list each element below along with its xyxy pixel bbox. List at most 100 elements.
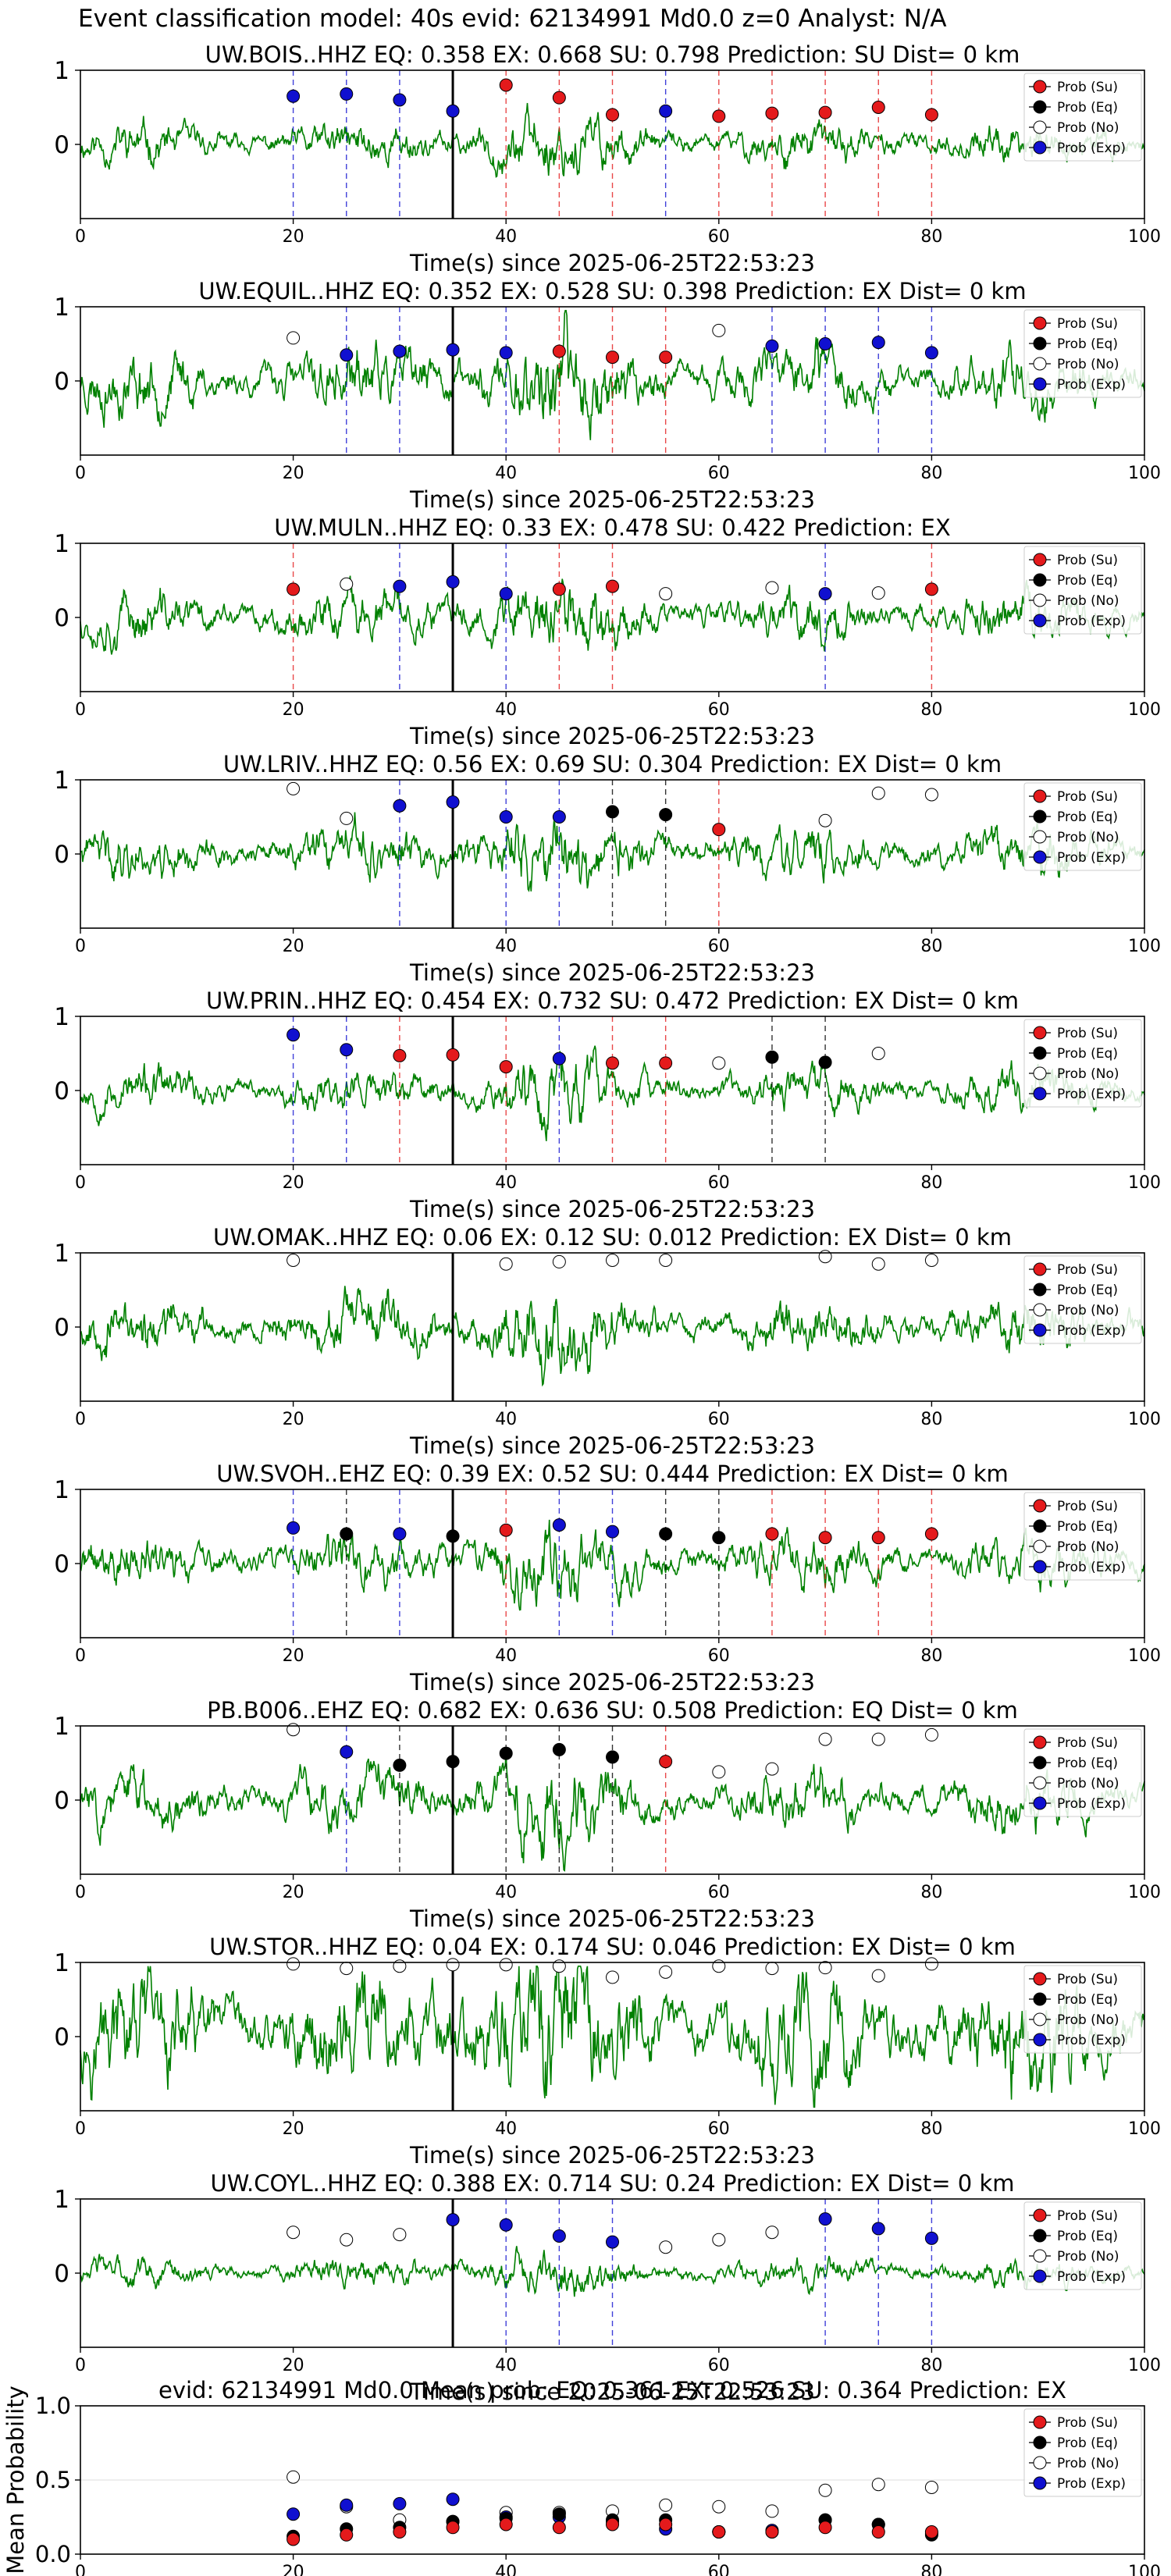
prob-marker-0-80 (924, 108, 938, 122)
prob-marker-6-60 (712, 1531, 726, 1545)
y-tick-label-4-0: 0 (54, 1077, 69, 1105)
x-tick-label-4-0: 0 (75, 1173, 86, 1193)
prob-marker-7-50 (606, 1750, 619, 1764)
mean-point-no-65 (765, 2504, 779, 2518)
mean-point-su-65 (765, 2525, 779, 2539)
x-axis-label-3: Time(s) since 2025-06-25T22:53:23 (409, 959, 815, 986)
prob-marker-3-60 (712, 823, 726, 837)
prob-marker-7-70 (818, 1732, 832, 1746)
prob-marker-0-70 (818, 105, 832, 119)
waveform-trace-5 (80, 1286, 1145, 1387)
legend-label-3-3: Prob (Exp) (1057, 850, 1126, 866)
prob-marker-2-65 (765, 581, 779, 595)
prob-marker-5-75 (871, 1257, 885, 1271)
prob-marker-9-60 (712, 2233, 726, 2247)
prob-marker-6-35 (446, 1529, 460, 1543)
prob-marker-3-35 (446, 795, 460, 809)
legend-marker-1-1 (1033, 336, 1047, 350)
y-tick-label-2-1: 1 (54, 530, 69, 558)
x-tick-label-8-100: 100 (1128, 2119, 1161, 2139)
prob-marker-3-75 (871, 786, 885, 800)
prob-marker-4-40 (499, 1060, 513, 1074)
legend-marker-9-1 (1033, 2229, 1047, 2243)
x-tick-label-3-80: 80 (920, 937, 942, 956)
panel-title-4: UW.PRIN..HHZ EQ: 0.454 EX: 0.732 SU: 0.4… (206, 987, 1019, 1014)
legend-marker-3-0 (1033, 789, 1047, 803)
x-tick-label-6-0: 0 (75, 1646, 86, 1666)
x-tick-label-4-60: 60 (708, 1173, 730, 1193)
prob-marker-8-60 (712, 1959, 726, 1973)
mean-point-no-60 (712, 2500, 726, 2514)
mean-point-su-80 (924, 2525, 938, 2539)
prob-marker-9-65 (765, 2226, 779, 2240)
prob-marker-7-60 (712, 1765, 726, 1779)
x-tick-label-8-80: 80 (920, 2119, 942, 2139)
x-tick-label-5-100: 100 (1128, 1410, 1161, 1429)
legend-label-6-2: Prob (No) (1057, 1539, 1119, 1555)
prob-marker-8-65 (765, 1962, 779, 1976)
prob-marker-8-50 (606, 1970, 619, 1984)
panel-title-1: UW.EQUIL..HHZ EQ: 0.352 EX: 0.528 SU: 0.… (198, 278, 1026, 304)
prob-marker-0-75 (871, 101, 885, 114)
station-panel-2: UW.MULN..HHZ EQ: 0.33 EX: 0.478 SU: 0.42… (54, 514, 1161, 749)
station-panel-6: UW.SVOH..EHZ EQ: 0.39 EX: 0.52 SU: 0.444… (54, 1461, 1161, 1695)
x-tick-label-3-100: 100 (1128, 937, 1161, 956)
legend-box-7 (1023, 1728, 1142, 1817)
x-tick-label-9-80: 80 (920, 2356, 942, 2375)
legend-marker-8-0 (1033, 1972, 1047, 1986)
legend-marker-1-3 (1033, 377, 1047, 391)
prob-marker-1-25 (340, 348, 354, 362)
legend-marker-mean-3 (1033, 2476, 1047, 2490)
prob-marker-4-55 (659, 1056, 673, 1070)
legend-label-5-3: Prob (Exp) (1057, 1323, 1126, 1339)
x-tick-label-3-0: 0 (75, 937, 86, 956)
x-tick-label-mean-0: 0 (75, 2563, 86, 2576)
x-tick-label-9-100: 100 (1128, 2356, 1161, 2375)
y-tick-label-6-0: 0 (54, 1550, 69, 1578)
legend-label-8-3: Prob (Exp) (1057, 2033, 1126, 2048)
prob-marker-5-55 (659, 1254, 673, 1267)
x-tick-label-3-60: 60 (708, 937, 730, 956)
prob-marker-5-40 (499, 1257, 513, 1271)
legend-marker-mean-0 (1033, 2415, 1047, 2429)
legend-label-7-3: Prob (Exp) (1057, 1796, 1126, 1812)
x-axis-label-5: Time(s) since 2025-06-25T22:53:23 (409, 1432, 815, 1459)
prob-marker-7-75 (871, 1732, 885, 1746)
mean-point-no-80 (924, 2481, 938, 2494)
legend-box-8 (1023, 1965, 1142, 2054)
prob-marker-6-75 (871, 1531, 885, 1545)
x-tick-label-4-20: 20 (283, 1173, 304, 1193)
legend-marker-6-2 (1033, 1539, 1047, 1553)
mean-point-exp-25 (340, 2498, 354, 2512)
station-panel-4: UW.PRIN..HHZ EQ: 0.454 EX: 0.732 SU: 0.4… (54, 987, 1161, 1222)
x-tick-label-5-60: 60 (708, 1410, 730, 1429)
x-tick-label-1-80: 80 (920, 464, 942, 483)
x-tick-label-2-40: 40 (495, 700, 517, 720)
x-tick-label-7-40: 40 (495, 1883, 517, 1902)
prob-marker-8-45 (552, 1959, 566, 1973)
legend-marker-3-1 (1033, 809, 1047, 824)
y-tick-label-0-1: 1 (54, 57, 69, 85)
x-tick-label-mean-60: 60 (708, 2563, 730, 2576)
legend-label-2-2: Prob (No) (1057, 593, 1119, 609)
legend-label-2-0: Prob (Su) (1057, 553, 1118, 568)
prob-marker-9-40 (499, 2218, 513, 2232)
legend-label-mean-1: Prob (Eq) (1057, 2435, 1118, 2451)
waveform-trace-8 (80, 1966, 1145, 2108)
station-panel-1: UW.EQUIL..HHZ EQ: 0.352 EX: 0.528 SU: 0.… (54, 278, 1161, 513)
x-tick-label-5-0: 0 (75, 1410, 86, 1429)
prob-marker-2-50 (606, 579, 619, 593)
x-tick-label-2-100: 100 (1128, 700, 1161, 720)
prob-marker-8-25 (340, 1962, 354, 1976)
y-tick-label-9-0: 0 (54, 2260, 69, 2288)
x-tick-label-mean-100: 100 (1128, 2563, 1161, 2576)
legend-box-0 (1023, 73, 1142, 162)
prob-marker-9-80 (924, 2231, 938, 2245)
panel-title-6: UW.SVOH..EHZ EQ: 0.39 EX: 0.52 SU: 0.444… (216, 1461, 1009, 1487)
legend-label-9-1: Prob (Eq) (1057, 2229, 1118, 2244)
y-tick-label-5-1: 1 (54, 1240, 69, 1268)
legend-marker-0-1 (1033, 100, 1047, 114)
x-tick-label-0-80: 80 (920, 227, 942, 247)
prob-marker-0-35 (446, 104, 460, 118)
prob-marker-1-65 (765, 339, 779, 353)
